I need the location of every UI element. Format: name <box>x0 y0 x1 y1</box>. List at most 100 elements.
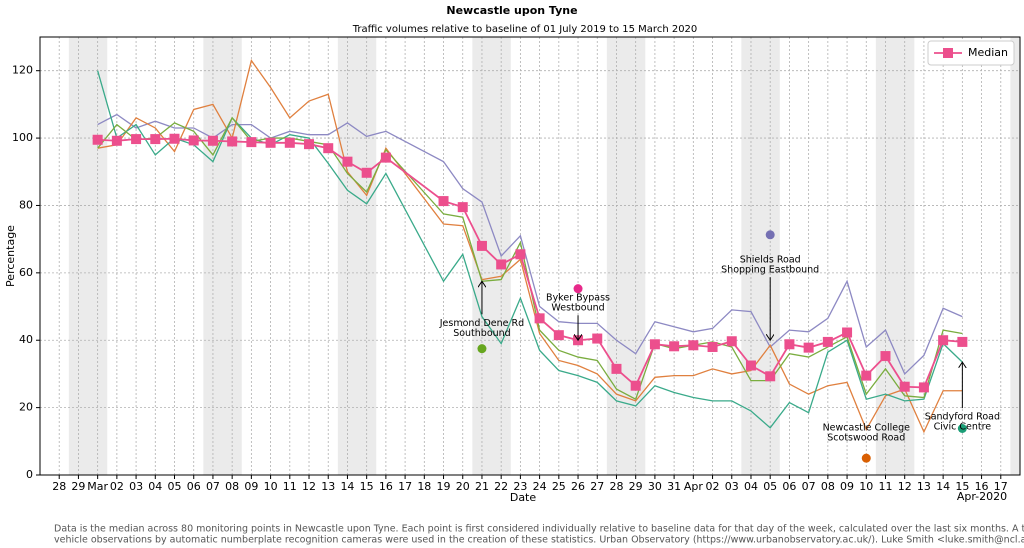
footnote: Data is the median across 80 monitoring … <box>54 524 1024 535</box>
weekend-band <box>68 37 108 475</box>
series-marker <box>938 335 949 346</box>
x-tick-label: 24 <box>533 480 547 493</box>
series-marker <box>534 313 545 324</box>
y-tick-label: 100 <box>12 131 33 144</box>
series-marker <box>842 327 853 338</box>
annotation-point <box>957 424 967 434</box>
annotation-label: Newcastle College <box>823 423 911 434</box>
y-tick-label: 0 <box>26 468 33 481</box>
series-marker <box>822 336 833 347</box>
legend-marker <box>943 48 953 58</box>
x-tick-label: 16 <box>975 480 989 493</box>
x-axis-label: Date <box>510 491 537 504</box>
axes-frame <box>39 36 1021 476</box>
x-tick-label: 11 <box>283 480 297 493</box>
x-tick-label: 29 <box>71 480 85 493</box>
x-tick-label: 18 <box>417 480 431 493</box>
series-marker <box>630 380 641 391</box>
series-marker <box>861 370 872 381</box>
series-marker <box>227 136 238 147</box>
x-tick-label: 30 <box>648 480 662 493</box>
y-tick-label: 80 <box>19 198 33 211</box>
series-marker <box>131 134 142 145</box>
x-tick-label: 12 <box>302 480 316 493</box>
annotation-point <box>765 230 775 240</box>
x-tick-label: 25 <box>552 480 566 493</box>
x-tick-label: 15 <box>360 480 374 493</box>
x-tick-label: 27 <box>590 480 604 493</box>
series-marker <box>207 135 218 146</box>
annotation-point <box>861 453 871 463</box>
y-tick-label: 60 <box>19 266 33 279</box>
x-tick-label: 11 <box>878 480 892 493</box>
annotation-label: Jesmond Dene Rd <box>439 318 524 329</box>
series-marker <box>649 339 660 350</box>
series-marker <box>957 336 968 347</box>
x-offset-label: Apr-2020 <box>957 490 1007 503</box>
x-tick-label: 28 <box>52 480 66 493</box>
x-tick-label: 21 <box>475 480 489 493</box>
x-tick-label: 02 <box>110 480 124 493</box>
x-tick-label: 05 <box>763 480 777 493</box>
x-tick-label: 10 <box>859 480 873 493</box>
annotation-label: Southbound <box>453 328 511 339</box>
series-marker <box>803 342 814 353</box>
annotation-point <box>573 284 583 294</box>
x-tick-label: 26 <box>571 480 585 493</box>
x-tick-label: Mar <box>87 480 108 493</box>
series-marker <box>323 143 334 154</box>
series-marker <box>880 351 891 362</box>
weekend-band <box>337 37 377 475</box>
series-marker <box>188 135 199 146</box>
x-tick-label: 19 <box>437 480 451 493</box>
weekend-band <box>203 37 242 475</box>
series-marker <box>304 139 315 150</box>
series-marker <box>592 333 603 344</box>
series-marker <box>92 134 103 145</box>
series-marker <box>265 137 276 148</box>
x-tick-label: 12 <box>898 480 912 493</box>
x-tick-label: 15 <box>955 480 969 493</box>
x-tick-label: 23 <box>513 480 527 493</box>
x-tick-label: 09 <box>840 480 854 493</box>
annotation-label: Westbound <box>551 303 604 314</box>
series-marker <box>457 202 468 213</box>
series-marker <box>899 381 910 392</box>
x-tick-label: 08 <box>821 480 835 493</box>
x-tick-label: 17 <box>994 480 1008 493</box>
x-tick-label: Apr <box>684 480 704 493</box>
x-tick-label: 13 <box>917 480 931 493</box>
series-marker <box>111 135 122 146</box>
legend-label: Median <box>968 46 1008 59</box>
annotation-point <box>477 344 487 354</box>
x-tick-label: 07 <box>802 480 816 493</box>
legend-box <box>927 40 1015 66</box>
weekend-band <box>606 37 646 475</box>
annotation-label: Scotswood Road <box>827 433 905 444</box>
y-tick-label: 20 <box>19 401 33 414</box>
annotation-label: Civic Centre <box>934 422 992 433</box>
x-tick-label: 03 <box>129 480 143 493</box>
lines <box>92 59 968 434</box>
highlight-line <box>97 59 963 434</box>
series-marker <box>688 340 699 351</box>
x-tick-label: 14 <box>936 480 950 493</box>
series-marker <box>707 341 718 352</box>
weekend-band <box>741 37 780 475</box>
series-marker <box>284 137 295 148</box>
series-marker <box>380 152 391 163</box>
series-marker <box>765 371 776 382</box>
x-tick-label: 02 <box>706 480 720 493</box>
x-tick-label: 08 <box>225 480 239 493</box>
series-marker <box>150 134 161 145</box>
y-tick-label: 120 <box>12 64 33 77</box>
x-tick-label: 29 <box>629 480 643 493</box>
series-marker <box>784 339 795 350</box>
series-marker <box>476 240 487 251</box>
x-tick-label: 28 <box>609 480 623 493</box>
highlight-line <box>97 116 963 401</box>
x-tick-label: 20 <box>456 480 470 493</box>
series-marker <box>342 156 353 167</box>
series-marker <box>515 249 526 260</box>
annotation-label: Sandyford Road <box>925 412 1000 423</box>
